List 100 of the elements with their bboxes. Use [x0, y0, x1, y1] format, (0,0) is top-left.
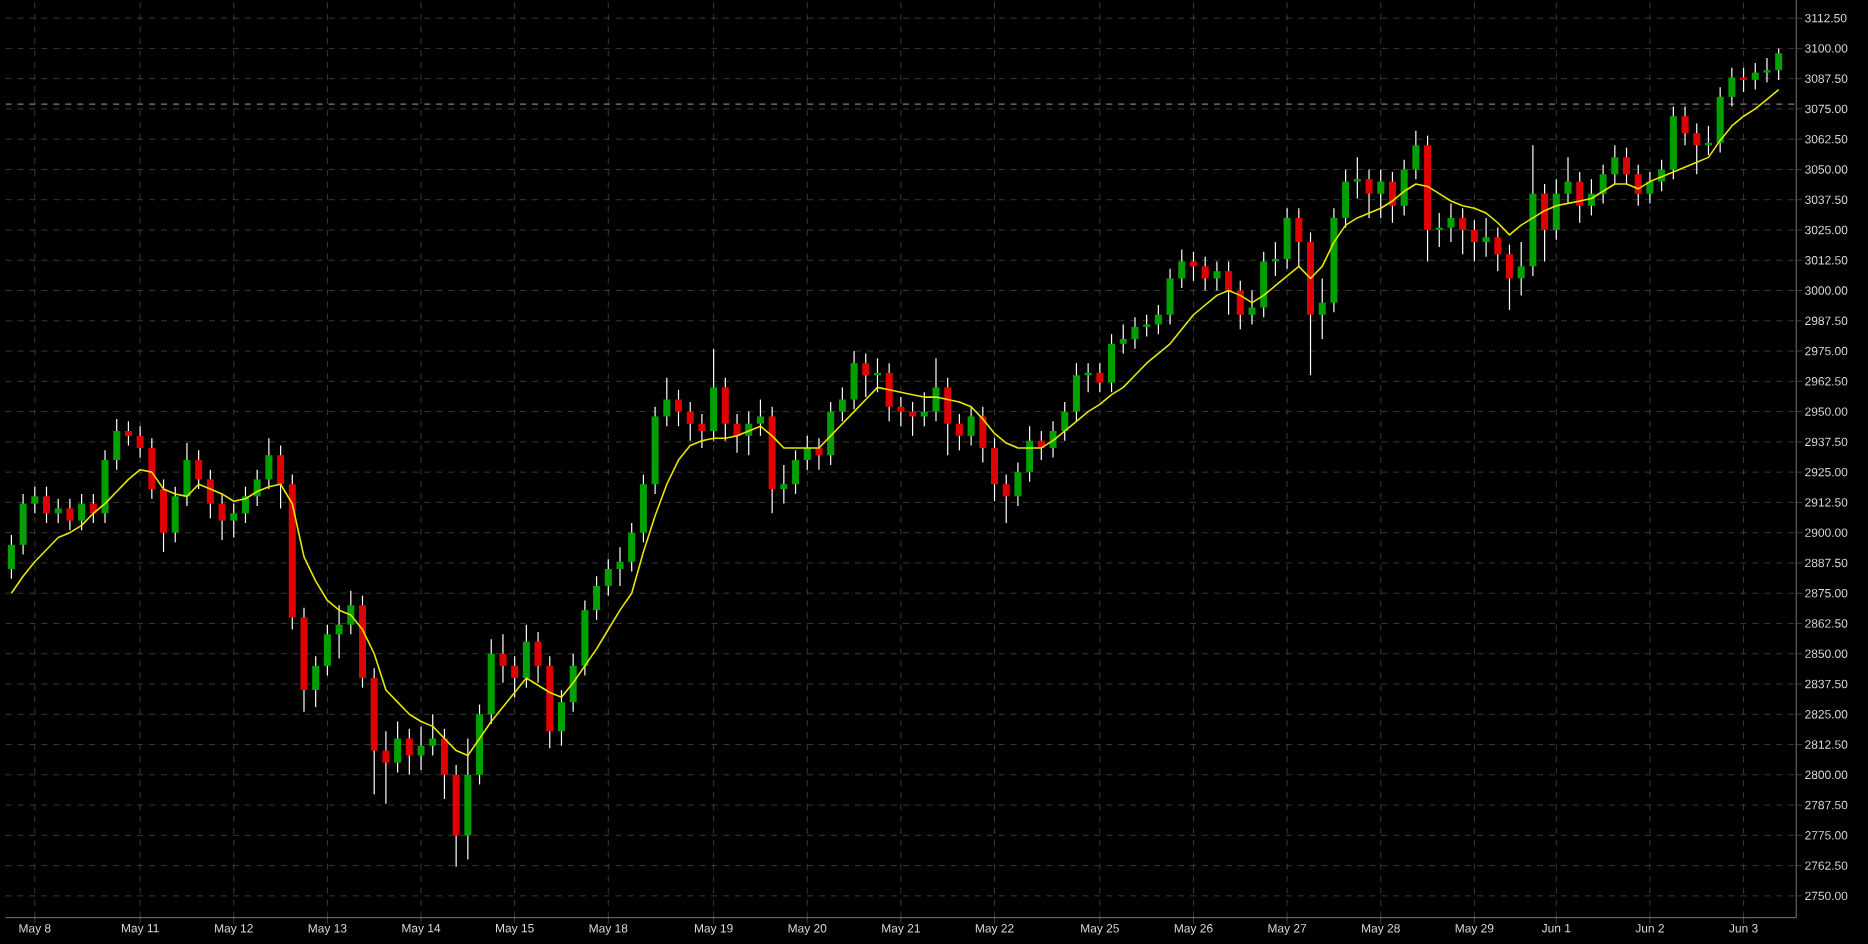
x-tick-label: Jun 2 [1635, 923, 1664, 933]
candlestick [1623, 146, 1631, 185]
candlestick [780, 464, 788, 505]
x-tick-label: May 27 [1268, 923, 1307, 935]
y-tick-label: 2950.00 [1805, 407, 1848, 416]
y-tick-label: 2937.50 [1805, 437, 1848, 447]
candlestick [1728, 67, 1736, 108]
y-tick-label: 2862.50 [1805, 619, 1848, 628]
y-tick-label: 2987.50 [1805, 316, 1848, 325]
y-tick-label: 2887.50 [1805, 558, 1848, 568]
x-tick-label: May 13 [308, 923, 347, 935]
y-tick-label: 2762.50 [1805, 861, 1848, 870]
candlestick [1611, 144, 1619, 185]
y-tick-label: 2962.50 [1805, 377, 1848, 386]
candlestick [66, 498, 74, 531]
y-tick-label: 2900.00 [1805, 528, 1848, 537]
candlestick [1225, 260, 1233, 316]
y-tick-label: 3025.00 [1805, 225, 1848, 235]
candlestick [1178, 248, 1186, 289]
candlestick [42, 485, 51, 524]
candlestick [54, 498, 62, 524]
candlestick [78, 493, 86, 531]
candlestick [1096, 362, 1104, 393]
candlestick [803, 435, 811, 471]
x-tick-label: May 28 [1362, 923, 1400, 935]
y-tick-label: 3050.00 [1805, 165, 1848, 174]
candlestick [1494, 226, 1502, 272]
x-tick-label: May 26 [1174, 923, 1213, 935]
candlestick [897, 396, 905, 427]
y-tick-label: 2750.00 [1805, 891, 1848, 901]
y-tick-label: 2787.50 [1805, 800, 1848, 810]
candlestick [675, 389, 683, 427]
x-tick-label: Jun 3 [1729, 923, 1758, 933]
candlestick [1377, 168, 1385, 219]
y-tick-label: 3112.50 [1805, 13, 1847, 23]
x-tick-label: May 22 [975, 923, 1014, 935]
y-tick-label: 3062.50 [1805, 134, 1848, 144]
candlestick [862, 352, 870, 398]
x-tick-label: May 25 [1081, 923, 1119, 935]
candlestick [1646, 171, 1654, 204]
y-tick-label: 3075.00 [1805, 104, 1848, 114]
candlestick [1681, 105, 1689, 146]
candlestick [1154, 304, 1162, 335]
y-tick-label: 3000.00 [1805, 286, 1848, 295]
candlestick [347, 590, 355, 635]
candlestick [838, 386, 846, 422]
candlestick [499, 633, 507, 684]
candlestick [698, 413, 706, 449]
candlestick [1143, 314, 1151, 338]
candlestick [253, 469, 261, 507]
candlestick [955, 413, 963, 451]
candlestick [1248, 289, 1256, 325]
candlestick [1763, 57, 1771, 83]
candlestick [335, 604, 343, 660]
y-tick-label: 2975.00 [1805, 346, 1848, 356]
candlestick [1564, 156, 1572, 204]
candlestick [1201, 255, 1209, 292]
x-tick-label: May 8 [19, 923, 51, 935]
candlestick [616, 546, 624, 587]
candlestick [1189, 251, 1197, 282]
y-tick-label: 2812.50 [1805, 740, 1848, 749]
candlestick [1353, 156, 1361, 200]
x-tick-label: May 12 [215, 923, 253, 935]
candlestick [241, 485, 249, 524]
y-tick-label: 2850.00 [1805, 649, 1848, 658]
y-tick-label: 2875.00 [1805, 588, 1848, 598]
candlestick [663, 377, 671, 427]
candlestick [686, 401, 694, 442]
x-tick-label: May 29 [1455, 923, 1494, 935]
candlestick [1061, 401, 1069, 442]
x-tick-label: Jun 1 [1541, 923, 1571, 933]
candlestick [429, 713, 437, 756]
candlestick [1470, 219, 1478, 262]
y-tick-label: 2912.50 [1805, 498, 1848, 507]
candlestick [195, 449, 203, 490]
candlestick [1775, 47, 1783, 81]
y-tick-label: 3100.00 [1805, 44, 1848, 53]
candlestick [1459, 207, 1467, 255]
candlestick [1318, 277, 1326, 340]
candlestick [1131, 316, 1139, 350]
candlestick [1213, 260, 1221, 292]
candlestick [136, 425, 144, 459]
y-tick-label: 2925.00 [1805, 467, 1848, 477]
x-tick-label: May 15 [496, 923, 534, 935]
y-tick-label: 2837.50 [1805, 679, 1848, 689]
candlestick [967, 406, 975, 447]
candlestick [511, 655, 519, 698]
candlestick [1447, 202, 1455, 243]
y-tick-label: 2800.00 [1805, 770, 1848, 779]
candlestick [1658, 159, 1666, 192]
candlestick [417, 725, 425, 771]
y-tick-label: 2775.00 [1805, 831, 1848, 840]
candlestick [1751, 62, 1759, 91]
candlestick [1517, 241, 1525, 296]
y-tick-label: 3037.50 [1805, 195, 1848, 204]
y-tick-label: 3087.50 [1805, 74, 1848, 83]
x-tick-label: May 19 [694, 923, 733, 935]
candlestick [604, 558, 612, 597]
candlestick [1002, 473, 1010, 524]
x-tick-label: May 14 [402, 923, 441, 935]
